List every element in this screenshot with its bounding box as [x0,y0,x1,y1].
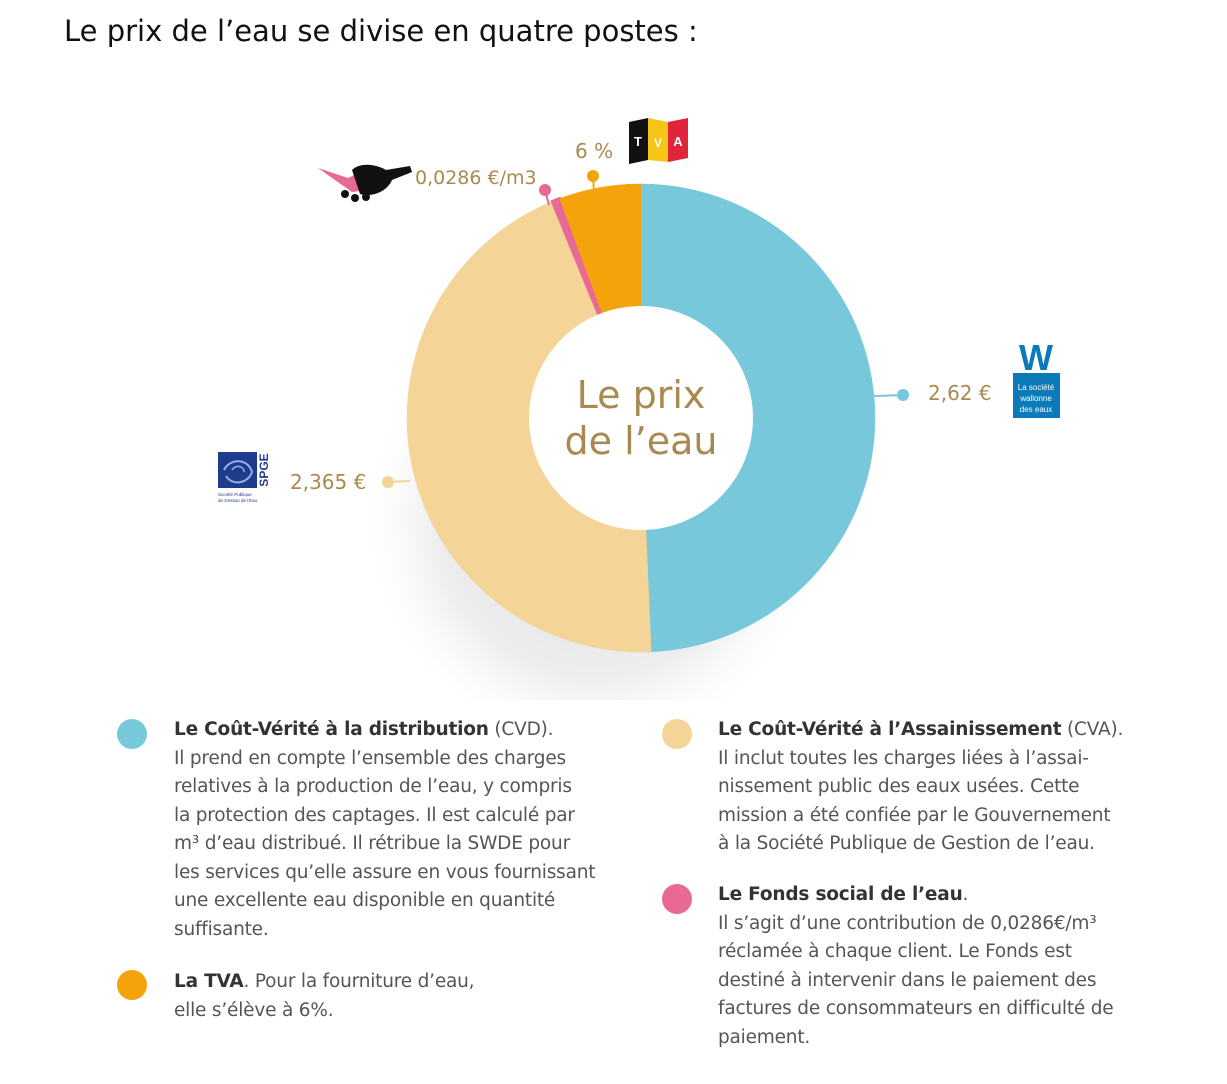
legend-line-fonds-3: destiné à intervenir dans le paiement de… [718,969,1097,991]
legend-dot-fonds [662,884,692,914]
legend-rest-fonds: . [962,884,969,905]
legend-line-cvd-1: Il prend en compte l’ensemble des charge… [174,747,566,769]
legend-text-tva: La TVA. Pour la fourniture d’eau, elle s… [174,968,624,1025]
legend-dot-tva [117,970,147,1000]
legend-line-cvd-7: suffisante. [174,918,269,940]
cvd-leader-dot [897,389,909,401]
tva-value-label: 6 % [575,139,613,163]
center-label-line2: de l’eau [565,419,718,463]
handshake-icon [318,164,412,202]
cvd-value-label: 2,62 € [928,381,992,405]
legend-line-tva-2: elle s’élève à 6%. [174,999,334,1021]
tva-flag-icon: T V A [629,118,688,164]
spge-logo: SPGE Société Publique de Gestion de l'Ea… [218,452,271,503]
slices-group [406,183,876,653]
legend-line-cvd-3: la protection des captages. Il est calcu… [174,804,575,826]
swde-logo-line2: wallonne [1019,394,1052,403]
tva-flag-letter-a: A [673,134,683,149]
legend-line-cvd-4: m³ d’eau distribué. Il rétribue la SWDE … [174,833,570,854]
legend-title-cvd: Le Coût-Vérité à la distribution [174,719,489,740]
spge-logo-text: SPGE [257,453,271,486]
donut-hole [529,306,753,530]
page-title: Le prix de l’eau se divise en quatre pos… [64,14,698,48]
tva-flag-letter-v: V [654,136,662,150]
legend-dot-cva [662,719,692,749]
legend-title-tva: La TVA [174,971,244,992]
legend-abbr-cva: (CVA). [1061,719,1124,740]
legend-dot-cvd [117,719,147,749]
swde-logo-line1: La société [1018,383,1055,392]
legend-line-fonds-5: paiement. [718,1026,811,1048]
legend-line-cvd-6: une excellente eau disponible en quantit… [174,890,556,911]
spge-logo-caption2: de Gestion de l'Eau [218,498,258,503]
center-label-line1: Le prix [577,373,706,417]
fonds-value-label: 0,0286 €/m3 [415,167,537,189]
legend-text-fonds: Le Fonds social de l’eau. Il s’agit d’un… [718,881,1188,1052]
legend-line-cva-4: à la Société Publique de Gestion de l’ea… [718,833,1095,854]
legend-rest-tva: . Pour la fourniture d’eau, [243,971,475,992]
swde-logo-line3: des eaux [1020,405,1052,414]
legend-text-cva: Le Coût-Vérité à l’Assainissement (CVA).… [718,716,1188,859]
legend-title-fonds: Le Fonds social de l’eau [718,884,963,905]
fonds-leader-dot [539,184,551,196]
legend-abbr-cvd: (CVD). [488,719,554,740]
legend-line-fonds-1: Il s’agit d’une contribution de 0,0286€/… [718,912,1097,934]
legend-line-cvd-2: relatives à la production de l’eau, y co… [174,776,572,797]
cva-leader-dot [382,476,394,488]
donut-chart: Le prix de l’eau 2,62 € 2,365 € 0,0286 €… [218,118,1060,700]
legend-line-fonds-4: factures de consommateurs en difficulté … [718,998,1114,1019]
tva-flag-letter-t: T [634,134,642,149]
legend-line-fonds-2: réclamée à chaque client. Le Fonds est [718,941,1072,962]
legend-title-cva: Le Coût-Vérité à l’Assainissement [718,719,1062,740]
legend-line-cva-3: mission a été confiée par le Gouvernemen… [718,804,1111,826]
legend-text-cvd: Le Coût-Vérité à la distribution (CVD). … [174,716,624,944]
legend-line-cvd-5: les services qu’elle assure en vous four… [174,861,596,883]
spge-logo-caption1: Société Publique [218,492,252,497]
legend-line-cva-1: Il inclut toutes les charges liées à l’a… [718,747,1089,769]
swde-logo-letter: W [1019,337,1053,378]
legend-line-cva-2: nissement public des eaux usées. Cette [718,776,1080,797]
tva-leader-dot [587,170,599,182]
cva-value-label: 2,365 € [290,470,366,494]
swde-logo: W La société wallonne des eaux [1013,337,1060,418]
